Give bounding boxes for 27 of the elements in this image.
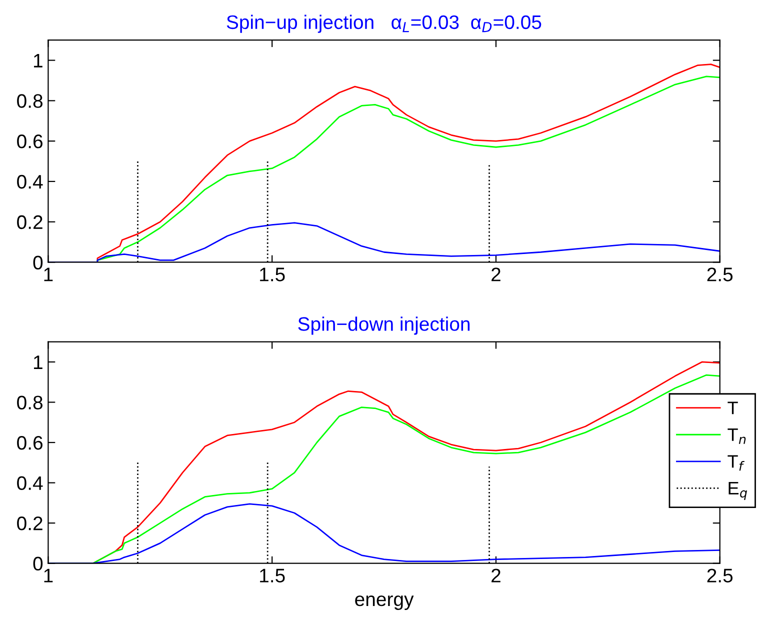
y-tick-label: 0.2	[17, 215, 42, 230]
x-tick-label: 1	[44, 568, 53, 582]
chart-title: Spin−up injection α$_{L}$=0.03 α$_{D}$=0.05	[226, 14, 542, 33]
y-tick-label: 0.8	[17, 396, 42, 410]
x-tick-label: 2	[492, 268, 500, 282]
x-tick-label: 2.5	[707, 568, 733, 582]
y-tick-label: 0.8	[17, 94, 42, 108]
x-tick-label: 2	[492, 568, 500, 582]
x-tick-label: 1.5	[260, 568, 285, 582]
y-tick-label: 1	[34, 356, 42, 369]
chart-title: Spin−down injection	[298, 316, 470, 335]
y-tick-label: 0.6	[17, 436, 42, 450]
legend-label: E$_{q}$	[728, 482, 748, 500]
y-tick-label: 0	[33, 256, 43, 270]
x-tick-label: 1.5	[260, 268, 285, 282]
legend-label: T$_{n}$	[728, 428, 746, 444]
y-tick-label: 0	[33, 556, 43, 571]
x-axis-title: energy	[355, 595, 414, 610]
legend-label: T$_{f}$	[728, 455, 745, 471]
x-tick-label: 2.5	[707, 268, 733, 282]
x-tick-label: 1	[44, 268, 53, 282]
y-tick-label: 0.4	[17, 174, 43, 189]
y-tick-label: 0.6	[17, 134, 42, 148]
y-tick-label: 0.4	[17, 476, 43, 490]
legend-label: T	[728, 402, 738, 414]
y-tick-label: 0.2	[17, 516, 42, 530]
y-tick-label: 1	[34, 54, 42, 68]
